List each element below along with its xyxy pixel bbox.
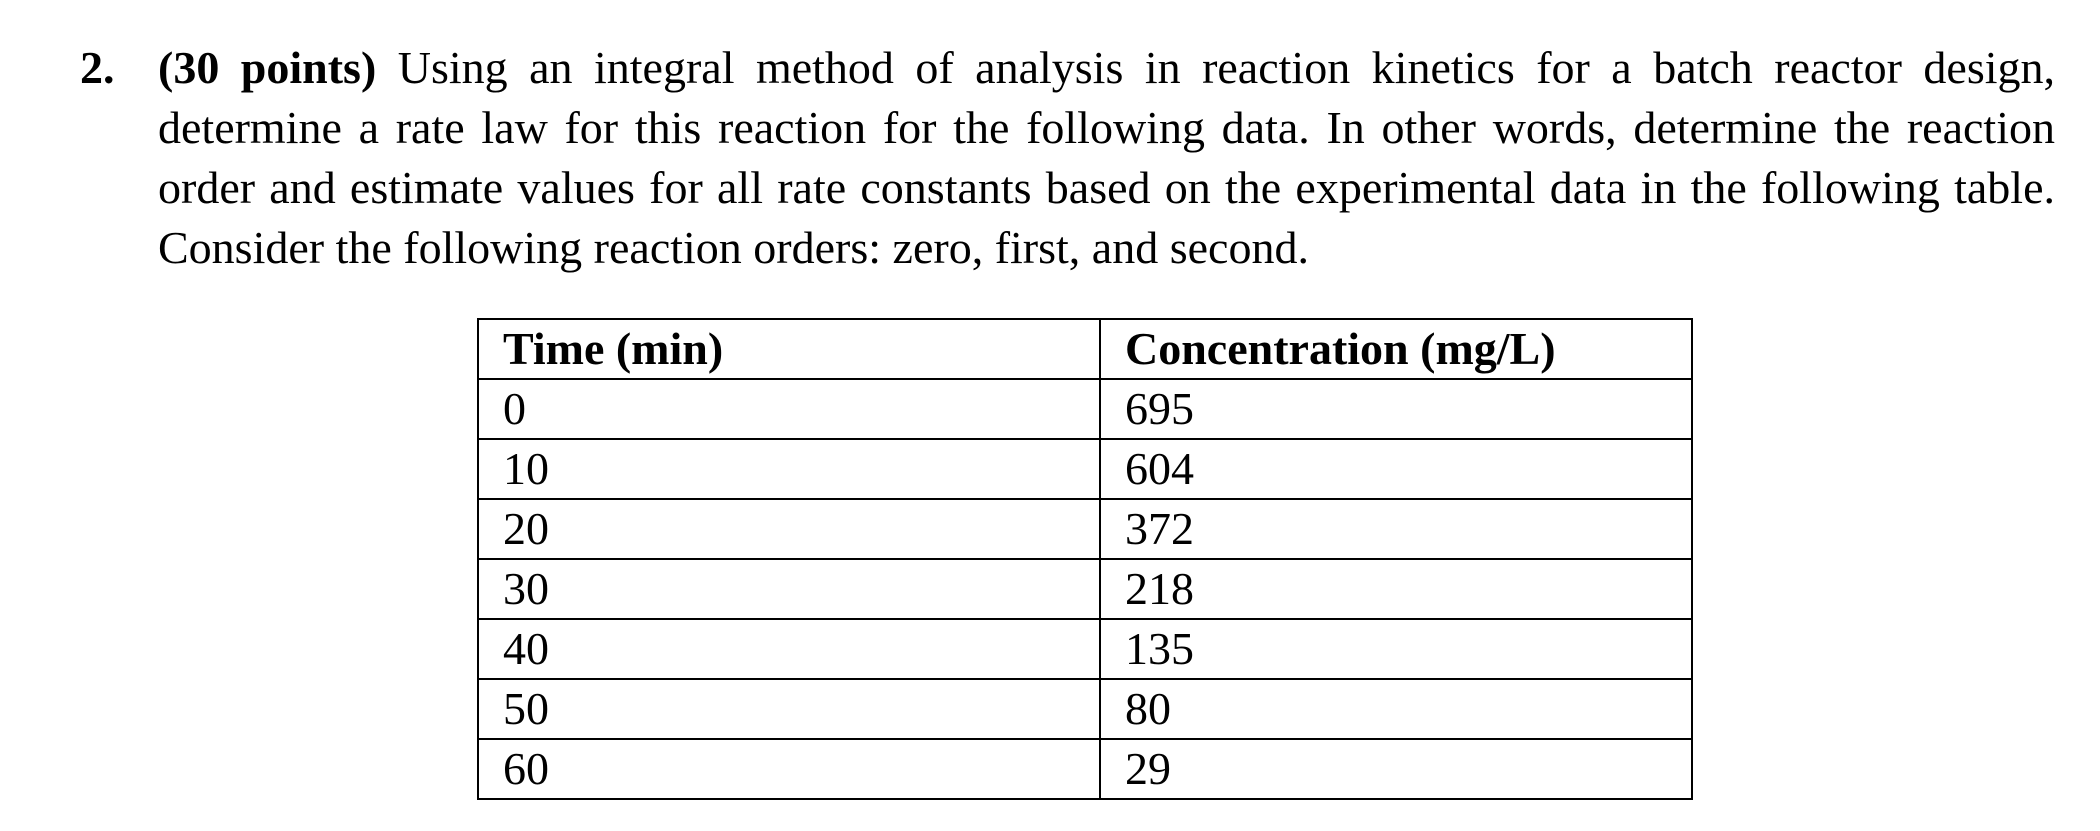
cell-time: 20: [477, 498, 1101, 560]
cell-time: 10: [477, 438, 1101, 500]
table-row: 30 218: [477, 558, 1693, 620]
cell-concentration: 218: [1099, 558, 1693, 620]
cell-concentration: 604: [1099, 438, 1693, 500]
table-row: 0 695: [477, 378, 1693, 440]
table-row: 40 135: [477, 618, 1693, 680]
table-row: 60 29: [477, 738, 1693, 800]
table-header-row: Time (min) Concentration (mg/L): [477, 318, 1693, 380]
question-points: (30 points): [158, 42, 377, 93]
question-number: 2.: [80, 42, 115, 93]
cell-time: 30: [477, 558, 1101, 620]
table-row: 50 80: [477, 678, 1693, 740]
cell-concentration: 695: [1099, 378, 1693, 440]
cell-time: 50: [477, 678, 1101, 740]
data-table: Time (min) Concentration (mg/L) 0 695 10…: [477, 318, 1693, 800]
cell-time: 40: [477, 618, 1101, 680]
cell-concentration: 372: [1099, 498, 1693, 560]
cell-time: 60: [477, 738, 1101, 800]
table-row: 20 372: [477, 498, 1693, 560]
question: 2. (30 points) Using an integral method …: [80, 38, 2055, 278]
question-prompt: Using an integral method of analysis in …: [158, 42, 2055, 273]
question-text: (30 points) Using an integral method of …: [158, 38, 2055, 278]
table-row: 10 604: [477, 438, 1693, 500]
cell-concentration: 80: [1099, 678, 1693, 740]
header-time: Time (min): [477, 318, 1101, 380]
cell-concentration: 29: [1099, 738, 1693, 800]
header-concentration: Concentration (mg/L): [1099, 318, 1693, 380]
cell-time: 0: [477, 378, 1101, 440]
cell-concentration: 135: [1099, 618, 1693, 680]
